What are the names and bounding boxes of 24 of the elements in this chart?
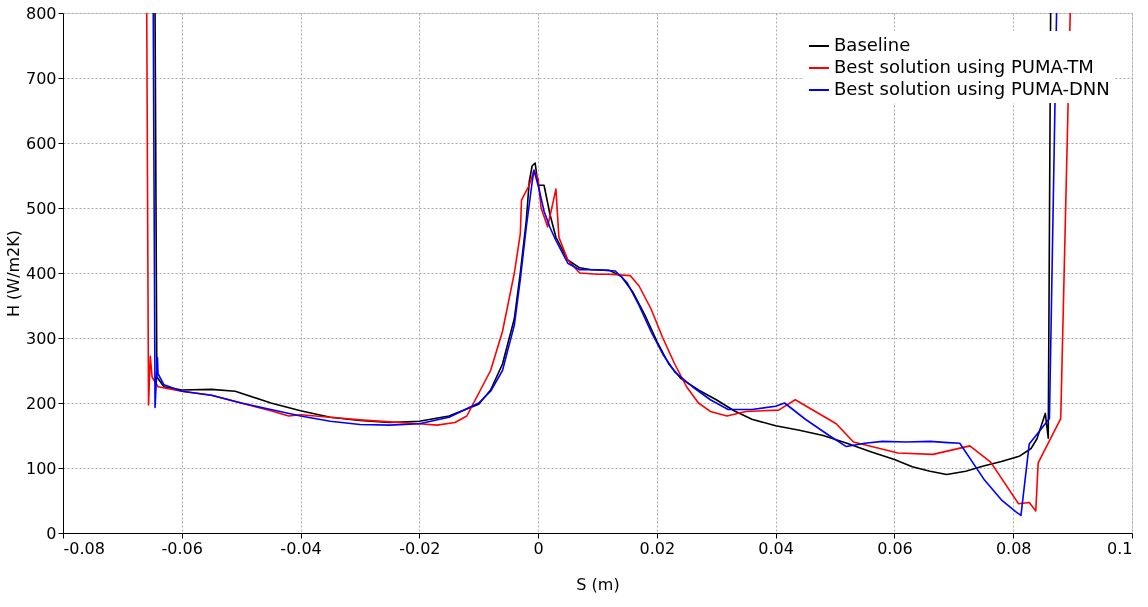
y-tick-label: 200 xyxy=(25,393,57,413)
y-tick-label: 600 xyxy=(25,133,57,153)
y-axis-title: H (W/m2K) xyxy=(3,229,23,318)
y-tick-label: 300 xyxy=(25,328,57,348)
x-tick-label: 0.06 xyxy=(877,538,913,558)
x-tick-label: 0.04 xyxy=(758,538,794,558)
y-tick-label: 700 xyxy=(25,68,57,88)
y-tick-label: 500 xyxy=(25,198,57,218)
x-tick-label: -0.04 xyxy=(280,538,322,558)
x-tick-label: 0.02 xyxy=(639,538,676,558)
x-tick-label: -0.02 xyxy=(399,538,441,558)
y-tick-label: 100 xyxy=(25,458,57,478)
y-tick-label: 0 xyxy=(46,523,57,543)
legend-label: Best solution using PUMA-TM xyxy=(834,56,1094,77)
x-tick-label: 0 xyxy=(533,538,544,558)
y-tick-label: 400 xyxy=(25,263,57,283)
x-tick-label: 0.08 xyxy=(995,538,1032,558)
y-tick-label: 800 xyxy=(25,3,57,23)
legend-label: Best solution using PUMA-DNN xyxy=(834,78,1110,99)
x-axis-title: S (m) xyxy=(576,574,620,594)
x-tick-label: -0.08 xyxy=(63,538,105,558)
x-tick-label: -0.06 xyxy=(161,538,203,558)
x-tick-label: 0.1 xyxy=(1107,538,1133,558)
legend-label: Baseline xyxy=(834,34,911,55)
